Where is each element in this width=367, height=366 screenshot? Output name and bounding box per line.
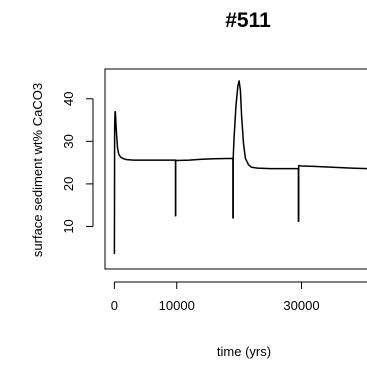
series-line [113,80,367,255]
y-tick-label: 10 [61,219,76,233]
y-tick-label: 40 [61,92,76,106]
x-axis: 0 10000 30000 [111,281,367,313]
y-tick-label: 20 [61,177,76,191]
x-tick-label: 0 [111,298,118,313]
x-tick-label: 30000 [283,298,319,313]
x-axis-label: time (yrs) [217,344,271,359]
series-layer [113,80,367,255]
plot-frame [104,68,367,270]
chart-title: #511 [225,9,271,32]
x-tick-label: 10000 [159,298,195,313]
y-tick-label: 30 [61,134,76,148]
y-axis: 10 20 30 40 [61,92,94,234]
y-axis-label: surface sediment wt% CaCO3 [30,83,45,257]
